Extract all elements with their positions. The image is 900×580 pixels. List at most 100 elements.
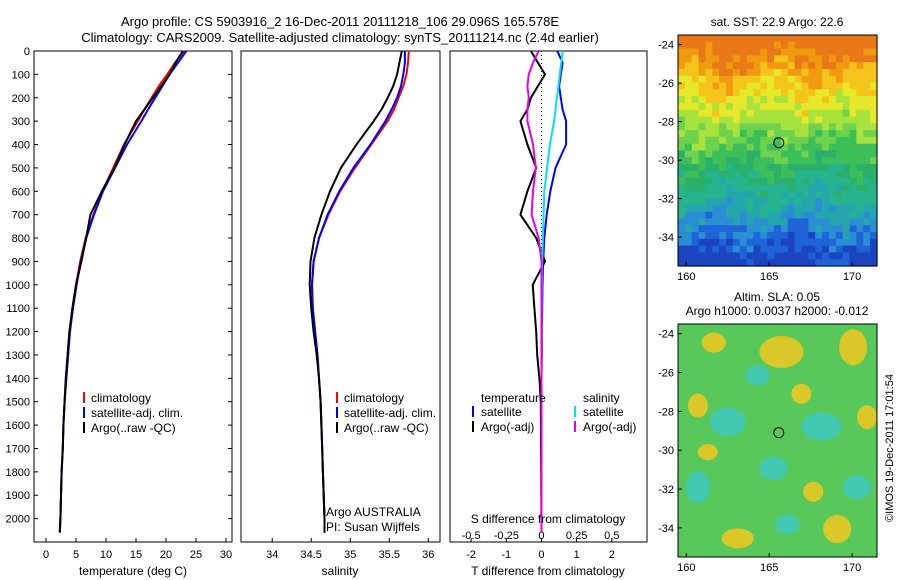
depth-tick-label: 900 (12, 256, 30, 268)
sst-cell (780, 96, 789, 104)
sst-cell (870, 75, 878, 84)
sst-cell (815, 245, 823, 254)
sst-cell (753, 75, 761, 84)
sst-cell (678, 204, 686, 213)
sst-cell (870, 184, 878, 192)
sst-cell (746, 136, 755, 145)
sst-cell (863, 211, 871, 220)
sst-cell (828, 35, 837, 43)
sst-cell (856, 96, 864, 104)
sst-cell (691, 55, 700, 63)
sst-cell (712, 164, 720, 172)
sla-map-panel: Altim. SLA: 0.05 Argo h1000: 0.0037 h200… (658, 290, 878, 574)
sst-cell (856, 252, 864, 260)
sst-cell (787, 157, 796, 165)
sst-cell (691, 130, 700, 138)
sst-cell (705, 136, 713, 145)
sst-cell (822, 259, 830, 267)
sst-cell (726, 136, 734, 145)
depth-tick-label: 1000 (6, 280, 30, 292)
sst-cell (780, 177, 789, 186)
sst-cell (774, 252, 782, 260)
sst-cell (767, 164, 775, 172)
s-difference-tick-label: 0 (538, 530, 544, 542)
sst-cell (698, 68, 707, 77)
legend-label-temperature-satellite: satellite (481, 405, 522, 419)
sst-cell (684, 68, 693, 77)
sst-cell (870, 218, 878, 226)
sst-cell (705, 232, 713, 240)
sst-cell (808, 204, 816, 213)
sst-cell (835, 238, 844, 247)
sst-cell (828, 259, 837, 267)
sst-cell (828, 225, 837, 233)
sst-cell (684, 102, 693, 111)
sst-cell (732, 218, 741, 226)
sst-cell (835, 170, 844, 179)
sst-cell (801, 157, 809, 165)
sst-cell (746, 89, 755, 97)
sst-cell (678, 143, 686, 152)
sst-cell (849, 55, 858, 63)
sst-cell (828, 48, 837, 56)
sst-cell (815, 150, 823, 158)
sst-cell (760, 89, 768, 97)
sst-cell (691, 109, 700, 118)
legend-title-salinity: salinity (583, 391, 620, 405)
sst-cell (746, 143, 755, 152)
sst-cell (678, 55, 686, 63)
sst-cell (822, 184, 830, 192)
sst-cell (726, 55, 734, 63)
sst-cell (801, 204, 809, 213)
sla-negative-anomaly (801, 412, 842, 441)
sst-cell (698, 89, 707, 97)
salinity-tick-label: 35.5 (379, 549, 400, 561)
sst-cell (774, 211, 782, 220)
sst-cell (760, 116, 768, 124)
difference-top-axis-label: S difference from climatology (471, 512, 626, 526)
sst-cell (726, 123, 734, 131)
sst-cell (780, 62, 789, 70)
legend-label-argo: Argo(..raw -QC) (91, 421, 176, 435)
depth-tick-label: 1800 (6, 467, 30, 479)
sst-cell (712, 130, 720, 138)
sst-cell (808, 55, 816, 63)
sst-cell (753, 116, 761, 124)
sst-cell (739, 48, 748, 56)
sst-cell (794, 143, 803, 152)
sst-cell (842, 75, 851, 84)
sst-cell (678, 102, 686, 111)
sst-cell (767, 184, 775, 192)
sst-cell (828, 218, 837, 226)
sst-cell (822, 252, 830, 260)
sst-cell (726, 75, 734, 84)
sst-cell (732, 62, 741, 70)
sst-cell (774, 68, 782, 77)
sst-cell (691, 238, 700, 247)
sst-cell (753, 184, 761, 192)
sst-cell (774, 102, 782, 111)
sst-cell (691, 102, 700, 111)
sst-cell (828, 252, 837, 260)
sst-cell (739, 238, 748, 247)
sst-cell (801, 150, 809, 158)
sst-cell (698, 184, 707, 192)
sst-cell (691, 184, 700, 192)
sst-cell (774, 35, 782, 43)
sst-cell (801, 35, 809, 43)
sst-cell (842, 252, 851, 260)
sst-cell (828, 109, 837, 118)
sst-cell (767, 211, 775, 220)
sst-cell (835, 96, 844, 104)
sst-cell (801, 130, 809, 138)
sst-cell (678, 157, 686, 165)
credit-agency: Argo AUSTRALIA (326, 505, 421, 519)
sst-cell (767, 35, 775, 43)
sst-cell (870, 164, 878, 172)
sst-cell (684, 89, 693, 97)
sst-cell (719, 55, 727, 63)
sst-cell (739, 55, 748, 63)
sst-cell (678, 75, 686, 84)
sst-cell (787, 41, 796, 50)
sst-cell (794, 238, 803, 247)
